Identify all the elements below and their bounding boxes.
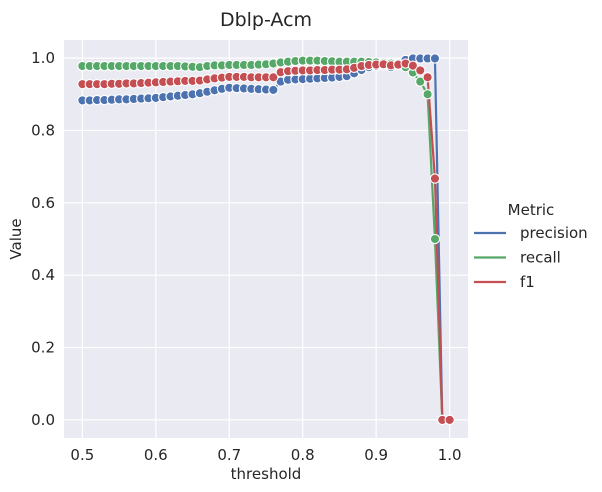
data-point-recall xyxy=(429,233,441,245)
data-point-f1 xyxy=(429,173,441,184)
x-tick-label: 0.5 xyxy=(70,446,94,464)
data-point-f1 xyxy=(415,65,426,76)
data-point-precision xyxy=(268,84,279,96)
y-tick-label: 0.2 xyxy=(31,339,55,357)
legend-label-recall: recall xyxy=(520,249,561,267)
data-point-f1 xyxy=(444,414,455,426)
x-axis-label: threshold xyxy=(231,465,302,483)
chart-title: Dblp-Acm xyxy=(220,9,312,31)
y-axis-label: Value xyxy=(7,218,25,259)
plot-background xyxy=(64,40,468,438)
legend-label-precision: precision xyxy=(520,224,588,242)
series-points xyxy=(77,53,455,426)
x-tick-label: 1.0 xyxy=(438,446,462,464)
data-point-precision xyxy=(429,53,441,64)
x-tick-label: 0.6 xyxy=(144,446,168,464)
x-tick-labels: 0.5 0.6 0.7 0.8 0.9 1.0 xyxy=(70,446,461,464)
legend: Metric precision recall f1 xyxy=(474,201,588,291)
x-tick-label: 0.8 xyxy=(291,446,315,464)
y-tick-label: 0.4 xyxy=(31,266,55,284)
grid-lines xyxy=(64,40,468,438)
x-tick-label: 0.7 xyxy=(217,446,241,464)
y-tick-labels: 0.0 0.2 0.4 0.6 0.8 1.0 xyxy=(31,49,55,429)
x-tick-label: 0.9 xyxy=(364,446,388,464)
y-tick-label: 1.0 xyxy=(31,49,55,67)
data-point-f1 xyxy=(407,60,419,71)
data-point-recall xyxy=(422,89,433,100)
y-tick-label: 0.8 xyxy=(31,121,55,139)
y-tick-label: 0.0 xyxy=(31,411,55,429)
data-point-f1 xyxy=(268,72,279,83)
y-tick-label: 0.6 xyxy=(31,194,55,212)
legend-label-f1: f1 xyxy=(520,273,535,291)
legend-title: Metric xyxy=(508,201,555,219)
data-point-f1 xyxy=(422,72,433,83)
